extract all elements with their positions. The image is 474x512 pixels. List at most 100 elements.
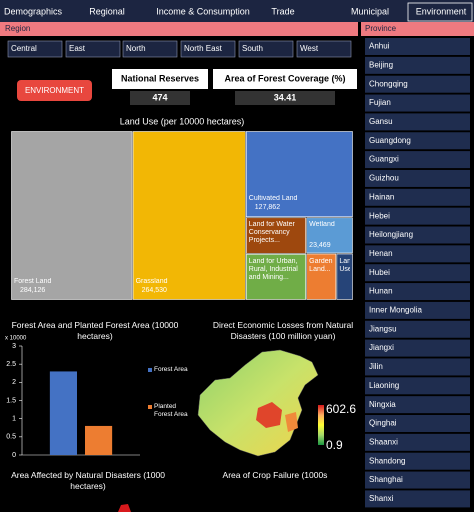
province-item[interactable] bbox=[365, 283, 470, 301]
chart-title-box: Area of Crop Failure (1000s bbox=[223, 470, 328, 480]
province-item[interactable] bbox=[365, 415, 470, 432]
region-button[interactable] bbox=[122, 40, 178, 58]
treemap-cell bbox=[306, 253, 337, 300]
region-button[interactable] bbox=[7, 40, 63, 58]
province-item-text[interactable]: Gansu bbox=[369, 117, 393, 126]
province-item[interactable] bbox=[365, 75, 470, 93]
province-item-text[interactable]: Jiangsu bbox=[369, 324, 397, 333]
treemap-label-box: Land Used... bbox=[339, 258, 350, 273]
province-item-text[interactable]: Hainan bbox=[369, 192, 394, 201]
province-item-text[interactable]: Jilin bbox=[369, 362, 383, 371]
province-item[interactable] bbox=[365, 471, 470, 489]
treemap-value-label-box: 127,862 bbox=[255, 204, 280, 211]
province-item[interactable] bbox=[365, 396, 470, 414]
treemap-label-box: Forest Land bbox=[14, 278, 51, 285]
treemap-label: Land for Urban, Rural, Industrial and Mi… bbox=[248, 257, 298, 281]
region-button-text[interactable]: North bbox=[126, 44, 146, 53]
treemap-label-box: Wetland bbox=[309, 221, 335, 229]
province-item-text[interactable]: Shandong bbox=[369, 456, 405, 465]
province-item-text[interactable]: Henan bbox=[369, 249, 393, 258]
province-item[interactable] bbox=[365, 320, 470, 338]
province-item[interactable] bbox=[365, 169, 470, 187]
province-item-text[interactable]: Hunan bbox=[369, 287, 393, 296]
province-item-text[interactable]: Chongqing bbox=[369, 79, 408, 88]
province-item[interactable] bbox=[365, 132, 470, 150]
treemap-label: Wetland bbox=[309, 221, 335, 229]
chart-title-box: Area Affected by Natural Disasters (1000… bbox=[11, 470, 165, 491]
region-button-text[interactable]: Central bbox=[11, 44, 37, 53]
chart-title: Land Use (per 10000 hectares) bbox=[120, 116, 245, 126]
province-item-text[interactable]: Guizhou bbox=[369, 174, 399, 183]
province-item-text[interactable]: Hebei bbox=[369, 211, 390, 220]
kpi-value: 34.41 bbox=[274, 92, 297, 102]
treemap-value-label-box: 23,469 bbox=[309, 242, 330, 249]
region-button[interactable] bbox=[180, 40, 236, 58]
province-item-text[interactable]: Fujian bbox=[369, 98, 391, 107]
province-item-text[interactable]: Inner Mongolia bbox=[369, 306, 422, 315]
region-button[interactable] bbox=[65, 40, 121, 58]
treemap-label: Land for Water Conservancy Projects... bbox=[248, 221, 295, 245]
province-item-text[interactable]: Qinghai bbox=[369, 419, 397, 428]
province-item-text[interactable]: Guangdong bbox=[369, 136, 411, 145]
nav-tab[interactable]: Environment bbox=[416, 6, 467, 16]
map-shape bbox=[118, 504, 131, 512]
y-tick-label: 1 bbox=[12, 416, 16, 423]
treemap-cell bbox=[245, 254, 306, 300]
province-item[interactable] bbox=[365, 490, 470, 508]
badge bbox=[17, 80, 92, 101]
y-tick-label: 1.5 bbox=[6, 397, 16, 404]
province-header bbox=[361, 22, 474, 36]
region-button-text[interactable]: East bbox=[69, 44, 86, 53]
nav-tab[interactable]: Municipal bbox=[351, 6, 389, 16]
nav-tab[interactable]: Demographics bbox=[4, 6, 63, 16]
region-button-text[interactable]: North East bbox=[184, 44, 223, 53]
nav-tab[interactable]: Regional bbox=[89, 6, 125, 16]
province-item[interactable] bbox=[365, 226, 470, 244]
colorbar-max: 602.6 bbox=[326, 402, 356, 416]
y-tick-label: 2 bbox=[12, 379, 16, 386]
province-item[interactable] bbox=[365, 151, 470, 169]
legend-swatch bbox=[148, 368, 152, 372]
active-tab[interactable] bbox=[407, 2, 473, 22]
region-button-text[interactable]: South bbox=[242, 44, 263, 53]
province-item-text[interactable]: Shanghai bbox=[369, 475, 403, 484]
province-item[interactable] bbox=[365, 433, 470, 451]
province-item[interactable] bbox=[365, 377, 470, 395]
province-item-text[interactable]: Heilongjiang bbox=[369, 230, 413, 239]
province-item[interactable] bbox=[365, 188, 470, 206]
treemap-label: Grassland bbox=[135, 278, 168, 285]
province-item-text[interactable]: Anhui bbox=[369, 42, 390, 51]
province-item[interactable] bbox=[365, 301, 470, 319]
nav-tab[interactable]: Income & Consumption bbox=[156, 6, 250, 16]
region-header bbox=[0, 22, 358, 36]
province-item[interactable] bbox=[365, 452, 470, 470]
province-item-text[interactable]: Liaoning bbox=[369, 381, 399, 390]
region-button-text[interactable]: West bbox=[300, 44, 319, 53]
province-item[interactable] bbox=[365, 339, 470, 357]
province-item-text[interactable]: Shaanxi bbox=[369, 437, 398, 446]
province-item[interactable] bbox=[365, 264, 470, 282]
province-item[interactable] bbox=[365, 113, 470, 131]
province-item-text[interactable]: Beijing bbox=[369, 60, 393, 69]
treemap-value-label: 284,126 bbox=[20, 287, 46, 294]
province-item[interactable] bbox=[365, 38, 470, 55]
kpi-value-box bbox=[130, 91, 190, 105]
kpi-label: Area of Forest Coverage (%) bbox=[224, 73, 345, 83]
province-item[interactable] bbox=[365, 245, 470, 263]
treemap-cell bbox=[245, 217, 306, 254]
province-item-text[interactable]: Ningxia bbox=[369, 400, 396, 409]
province-item-text[interactable]: Hubei bbox=[369, 268, 390, 277]
province-item-text[interactable]: Jiangxi bbox=[369, 343, 394, 352]
province-item-text[interactable]: Shanxi bbox=[369, 494, 394, 503]
region-button[interactable] bbox=[296, 40, 352, 58]
province-item-text[interactable]: Guangxi bbox=[369, 155, 399, 164]
nav-tab[interactable]: Trade bbox=[271, 6, 294, 16]
province-item[interactable] bbox=[365, 94, 470, 112]
province-item[interactable] bbox=[365, 358, 470, 376]
treemap-label-box: Garden Land... bbox=[309, 258, 332, 273]
province-item[interactable] bbox=[365, 56, 470, 74]
province-item[interactable] bbox=[365, 207, 470, 225]
treemap-label-box: Cultivated Land bbox=[249, 195, 298, 202]
treemap-value-label-box: 264,530 bbox=[142, 287, 167, 294]
region-button[interactable] bbox=[238, 40, 294, 58]
